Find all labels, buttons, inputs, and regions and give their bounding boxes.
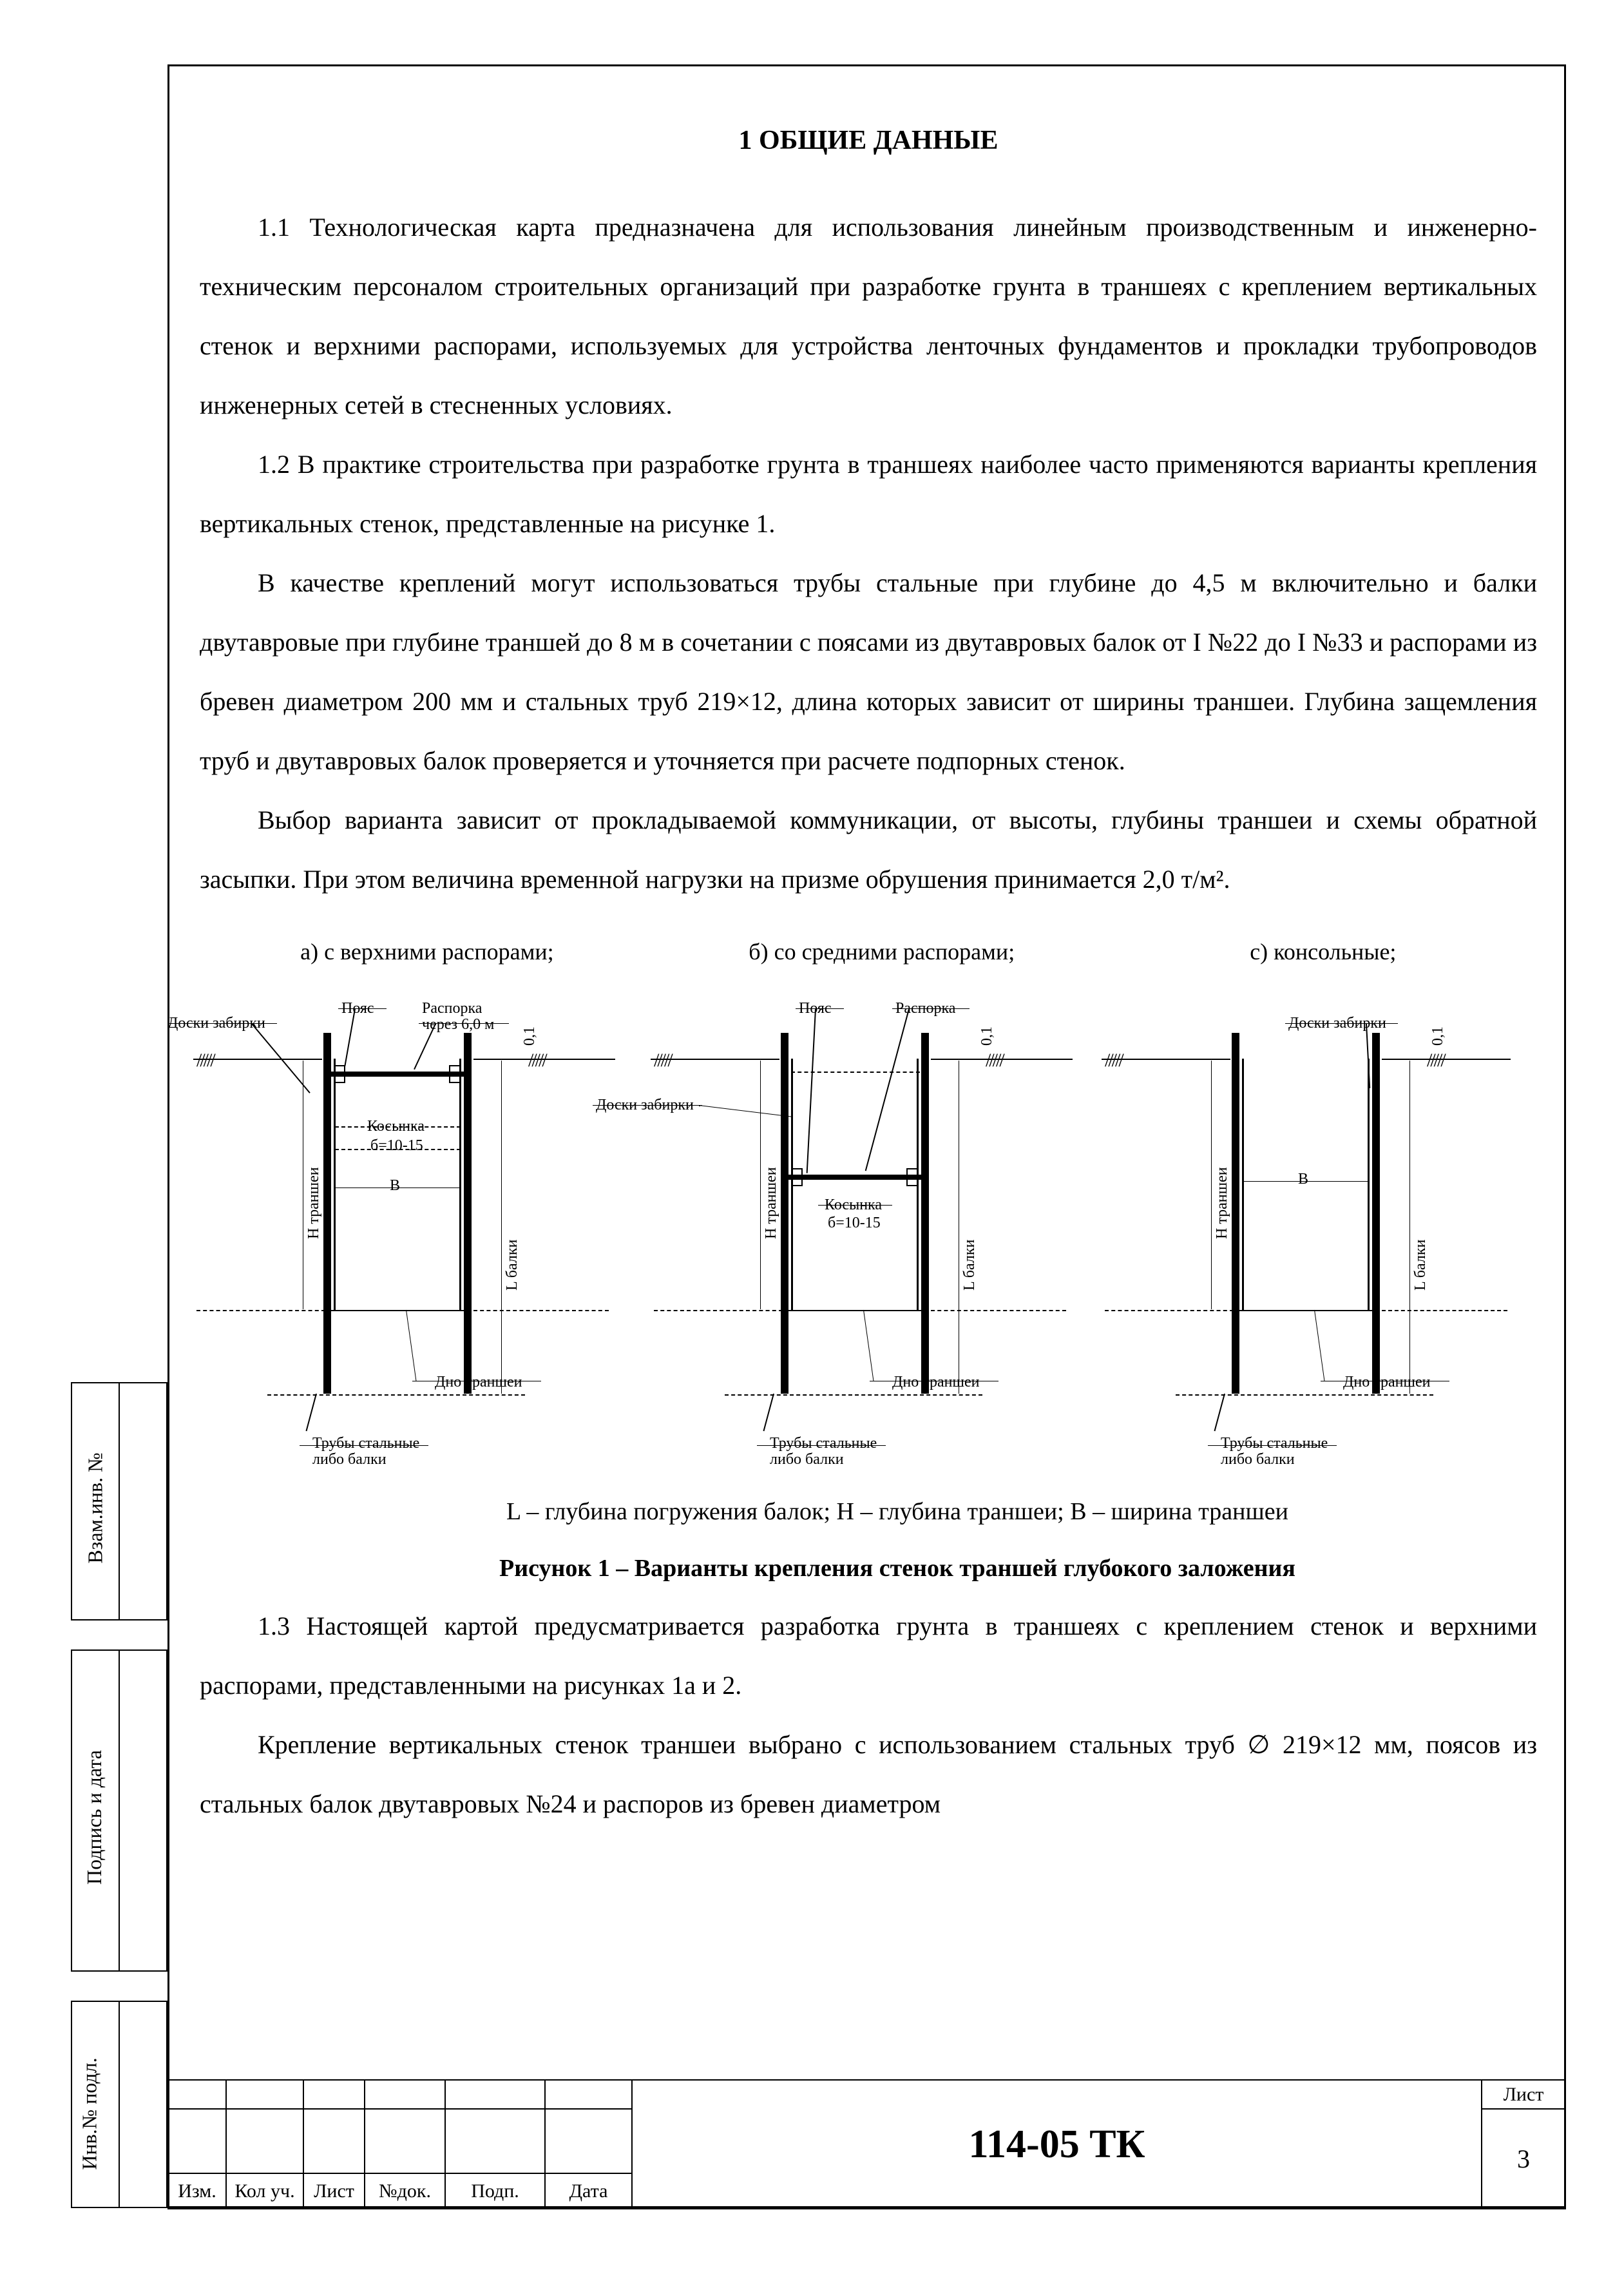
figure-title: Рисунок 1 – Варианты крепления стенок тр… <box>200 1541 1537 1597</box>
col-list: Лист <box>303 2173 365 2209</box>
paragraph-p3: В качестве креплений могут использоватьс… <box>200 553 1537 791</box>
strut-top <box>331 1072 464 1077</box>
variant-b-caption: б) со средними распорами; <box>654 925 1109 979</box>
strut-middle <box>788 1175 921 1180</box>
label-podpis-data: Подпись и дата <box>82 1750 106 1885</box>
figure-legend: L – глубина погружения балок; H – глубин… <box>200 1484 1537 1540</box>
paragraph-p4: Выбор варианта зависит от прокладываемой… <box>200 791 1537 909</box>
trench-bottom <box>331 1310 464 1311</box>
variant-a-caption: а) с верхними распорами; <box>200 925 654 979</box>
label-cherez: через 6,0 м <box>422 1007 494 1043</box>
label-inv-podl: Инв.№ подл. <box>78 2057 102 2169</box>
label-H: H траншеи <box>296 1168 332 1240</box>
side-box-podpis-data: Подпись и дата <box>71 1649 167 1972</box>
side-box-inv-podl: Инв.№ подл. <box>71 2001 167 2208</box>
label-kosynka-b: б=10-15 <box>370 1128 423 1164</box>
figure-variant-captions: а) с верхними распорами; б) со средними … <box>200 925 1537 979</box>
side-box-vzam-inv: Взам.инв. № <box>71 1382 167 1620</box>
page: 1 ОБЩИЕ ДАННЫЕ 1.1 Технологическая карта… <box>0 0 1624 2279</box>
list-header: Лист <box>1482 2080 1565 2109</box>
col-ndok: №док. <box>365 2173 445 2209</box>
title-block: 114-05 ТК Лист 3 Изм. Кол уч. Лист №док.… <box>167 2079 1566 2208</box>
page-number: 3 <box>1482 2109 1565 2209</box>
wall-right <box>464 1033 472 1394</box>
col-izm: Изм. <box>168 2173 226 2209</box>
section-heading: 1 ОБЩИЕ ДАННЫЕ <box>200 110 1537 172</box>
variant-c-caption: с) консольные; <box>1109 925 1537 979</box>
content: 1 ОБЩИЕ ДАННЫЕ 1.1 Технологическая карта… <box>200 90 1537 1834</box>
paragraph-1-3: 1.3 Настоящей картой предусматривается р… <box>200 1597 1537 1715</box>
col-data: Дата <box>545 2173 632 2209</box>
paragraph-1-1: 1.1 Технологическая карта предназначена … <box>200 198 1537 435</box>
diagram-a: Доски забирки Пояс Распорка через 6,0 м … <box>167 988 625 1484</box>
figure-1: Доски забирки Пояс Распорка через 6,0 м … <box>200 988 1537 1484</box>
label-B: В <box>390 1168 400 1204</box>
label-libo-balki: либо балки <box>312 1442 387 1477</box>
col-podp: Подп. <box>445 2173 545 2209</box>
diagram-c: Доски забирки 0,1 ///// ///// В Дно тран… <box>1076 988 1527 1484</box>
document-code: 114-05 ТК <box>633 2122 1480 2168</box>
paragraph-p6: Крепление вертикальных стенок траншеи вы… <box>200 1715 1537 1834</box>
label-vzam-inv: Взам.инв. № <box>84 1452 108 1563</box>
col-koluch: Кол уч. <box>226 2173 303 2209</box>
paragraph-1-2: 1.2 В практике строительства при разрабо… <box>200 435 1537 553</box>
label-L: L балки <box>495 1240 530 1291</box>
diagram-b: Пояс Распорка 0,1 ///// ///// Доски заби… <box>625 988 1076 1484</box>
